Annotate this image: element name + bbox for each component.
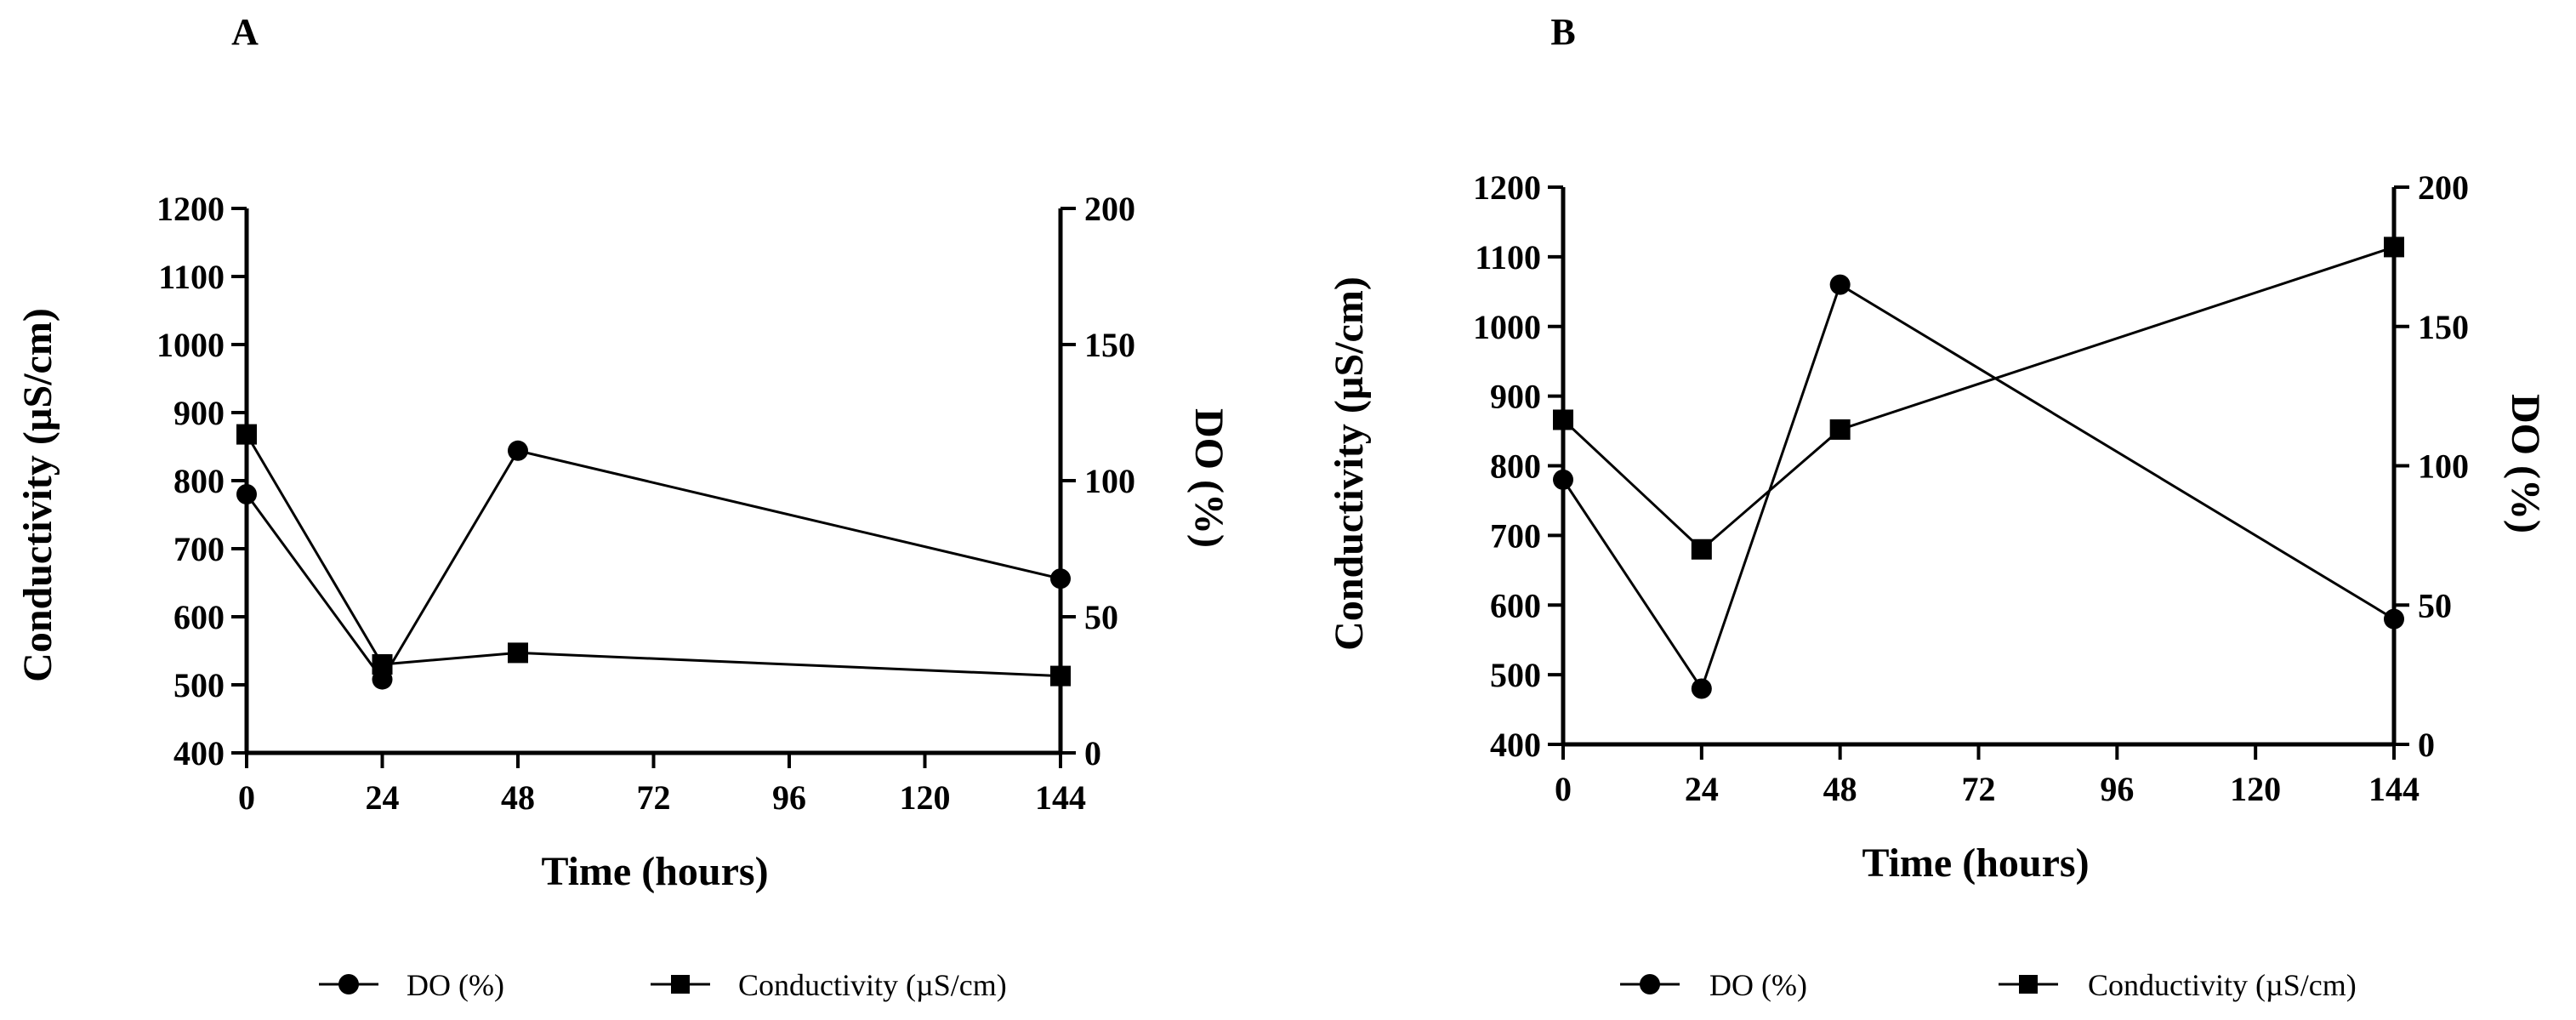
data-point-conductivity (236, 424, 257, 445)
data-point-do (508, 440, 528, 461)
left-axis-title: Conductivity (µS/cm) (1327, 276, 1372, 651)
legend-item-conductivity: Conductivity (µS/cm) (651, 968, 1007, 1002)
series-line-conductivity (1561, 245, 2395, 551)
data-point-do (2384, 608, 2404, 630)
x-tick-label: 0 (1555, 770, 1572, 808)
data-point-do (1829, 274, 1851, 295)
right-tick-label: 100 (2418, 447, 2469, 486)
right-tick-label: 0 (2418, 726, 2435, 764)
left-tick-label: 800 (1490, 447, 1541, 486)
x-axis-ticks: 0 24 48 72 96 120 144 (1555, 744, 2420, 808)
x-tick-label: 96 (772, 778, 806, 817)
x-tick-label: 24 (1685, 770, 1719, 808)
panel-label: A (231, 11, 259, 53)
series-lines (1561, 245, 2395, 692)
data-point-conductivity (1829, 419, 1851, 440)
right-tick-label: 50 (2418, 586, 2452, 624)
legend-square-marker (671, 975, 690, 994)
legend-item-do: DO (%) (319, 968, 504, 1002)
left-tick-label: 800 (173, 462, 225, 500)
right-axis-title: DO (%) (1186, 408, 1231, 548)
x-tick-label: 48 (1823, 770, 1857, 808)
right-tick-label: 100 (1084, 462, 1135, 500)
left-tick-label: 400 (1490, 726, 1541, 764)
left-axis-title: Conductivity (µS/cm) (15, 308, 60, 682)
axes (1561, 187, 2397, 747)
series-line-do (245, 449, 1061, 682)
left-tick-label: 600 (1490, 586, 1541, 624)
x-axis-title: Time (hours) (541, 849, 768, 894)
x-tick-label: 48 (501, 778, 535, 817)
legend-label: DO (%) (407, 968, 504, 1002)
data-point-do (1691, 678, 1712, 699)
left-tick-label: 600 (173, 598, 225, 636)
left-tick-label: 500 (173, 666, 225, 704)
x-tick-label: 120 (900, 778, 951, 817)
left-tick-label: 1000 (1473, 308, 1541, 346)
right-tick-label: 150 (2418, 308, 2469, 346)
right-axis-ticks: 0 50 100 150 200 (1061, 190, 1135, 772)
right-tick-label: 50 (1084, 598, 1118, 636)
data-point-conductivity (1553, 409, 1573, 430)
left-tick-label: 400 (173, 734, 225, 772)
left-tick-label: 1100 (158, 258, 225, 296)
left-tick-label: 1200 (156, 190, 225, 228)
data-point-do (236, 484, 257, 504)
legend: DO (%) Conductivity (µS/cm) (1620, 968, 2357, 1002)
data-point-do (1050, 568, 1071, 590)
legend-label: Conductivity (µS/cm) (738, 968, 1007, 1002)
legend: DO (%) Conductivity (µS/cm) (319, 968, 1007, 1002)
x-tick-label: 72 (637, 778, 671, 817)
left-tick-label: 1100 (1475, 238, 1541, 276)
x-tick-label: 96 (2100, 770, 2134, 808)
left-tick-label: 900 (173, 394, 225, 432)
legend-square-marker (2019, 975, 2038, 994)
panel-label: B (1550, 11, 1575, 53)
x-tick-label: 120 (2230, 770, 2281, 808)
data-point-do (1553, 469, 1573, 490)
left-tick-label: 500 (1490, 656, 1541, 694)
x-tick-label: 72 (1962, 770, 1996, 808)
x-axis-title: Time (hours) (1862, 841, 2089, 886)
right-tick-label: 150 (1084, 326, 1135, 364)
x-axis-ticks: 0 24 48 72 96 120 144 (238, 753, 1086, 817)
right-tick-label: 200 (2418, 168, 2469, 207)
legend-item-do: DO (%) (1620, 968, 1807, 1002)
legend-circle-marker (1640, 974, 1660, 994)
series-line-conductivity (245, 433, 1061, 678)
series-line-do (1561, 282, 2395, 692)
data-point-conductivity (1050, 665, 1071, 687)
left-tick-label: 1000 (156, 326, 225, 364)
left-axis-ticks: 400 500 600 700 800 900 1000 1100 1200 (1473, 168, 1563, 764)
x-tick-label: 0 (238, 778, 255, 817)
legend-item-conductivity: Conductivity (µS/cm) (1999, 968, 2357, 1002)
right-tick-label: 200 (1084, 190, 1135, 228)
series-markers (236, 424, 1071, 690)
right-axis-title: DO (%) (2503, 394, 2548, 533)
left-axis-ticks: 400 500 600 700 800 900 1000 1100 1200 (156, 190, 247, 772)
right-tick-label: 0 (1084, 734, 1101, 772)
series-markers (1553, 236, 2404, 699)
data-point-conductivity (508, 642, 528, 664)
left-tick-label: 700 (1490, 516, 1541, 555)
left-tick-label: 1200 (1473, 168, 1541, 207)
legend-label: DO (%) (1709, 968, 1807, 1002)
left-tick-label: 700 (173, 530, 225, 568)
series-lines (245, 433, 1061, 682)
legend-circle-marker (338, 974, 359, 994)
data-point-conductivity (1691, 538, 1712, 560)
data-point-conductivity (2384, 236, 2404, 258)
x-tick-label: 24 (366, 778, 400, 817)
left-tick-label: 900 (1490, 378, 1541, 416)
x-tick-label: 144 (2368, 770, 2420, 808)
legend-label: Conductivity (µS/cm) (2088, 968, 2357, 1002)
x-tick-label: 144 (1035, 778, 1086, 817)
right-axis-ticks: 0 50 100 150 200 (2394, 168, 2469, 764)
data-point-conductivity (372, 654, 393, 675)
